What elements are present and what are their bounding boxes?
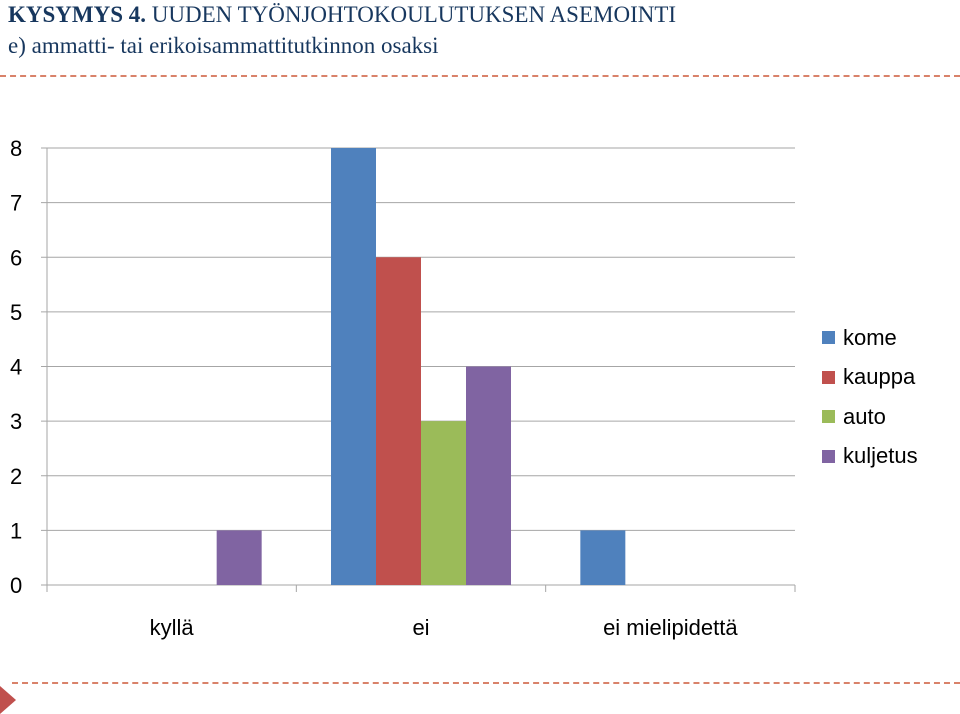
y-tick-label: 4: [10, 355, 22, 380]
slide-title-question-number: KYSYMYS 4.: [8, 2, 147, 27]
bar-kome-2: [580, 530, 626, 585]
legend-item-auto: auto: [822, 397, 918, 437]
corner-arrow-icon: [0, 686, 16, 714]
legend-label: kuljetus: [843, 443, 918, 469]
x-category-label: kyllä: [150, 615, 195, 640]
slide-subtitle: e) ammatti- tai erikoisammattitutkinnon …: [8, 33, 439, 58]
legend-item-kuljetus: kuljetus: [822, 437, 918, 477]
y-tick-label: 2: [10, 464, 22, 489]
chart-legend: kome kauppa auto kuljetus: [822, 318, 918, 476]
legend-item-kauppa: kauppa: [822, 358, 918, 398]
bar-kauppa-1: [376, 257, 421, 585]
y-tick-label: 7: [10, 191, 22, 216]
chart-bars: [216, 148, 626, 585]
y-axis-tick-labels: 0 1 2 3 4 5 6 7 8: [10, 136, 22, 598]
bar-auto-1: [421, 421, 466, 585]
bar-kuljetus-1: [466, 366, 511, 585]
y-tick-label: 5: [10, 300, 22, 325]
y-tick-label: 0: [10, 573, 22, 598]
bar-kome-1: [331, 148, 376, 585]
bottom-dashed-separator: [12, 682, 960, 684]
legend-swatch: [822, 449, 835, 463]
bar-kuljetus-0: [216, 530, 262, 585]
top-dashed-separator: [0, 75, 960, 77]
x-axis-category-labels: kyllä ei ei mielipidettä: [150, 615, 739, 640]
y-tick-label: 1: [10, 518, 22, 543]
y-tick-label: 8: [10, 136, 22, 161]
y-tick-label: 6: [10, 245, 22, 270]
legend-label: auto: [843, 403, 886, 429]
legend-swatch: [822, 410, 835, 424]
y-tick-label: 3: [10, 409, 22, 434]
legend-label: kome: [843, 324, 897, 350]
legend-label: kauppa: [843, 364, 916, 390]
slide-title: KYSYMYS 4. UUDEN TYÖNJOHTOKOULUTUKSEN AS…: [8, 2, 676, 28]
x-category-label: ei mielipidettä: [603, 615, 738, 640]
legend-item-kome: kome: [822, 318, 918, 358]
legend-swatch: [822, 331, 835, 345]
slide-title-text: UUDEN TYÖNJOHTOKOULUTUKSEN ASEMOINTI: [146, 2, 677, 27]
x-category-label: ei: [412, 615, 429, 640]
legend-swatch: [822, 370, 835, 384]
